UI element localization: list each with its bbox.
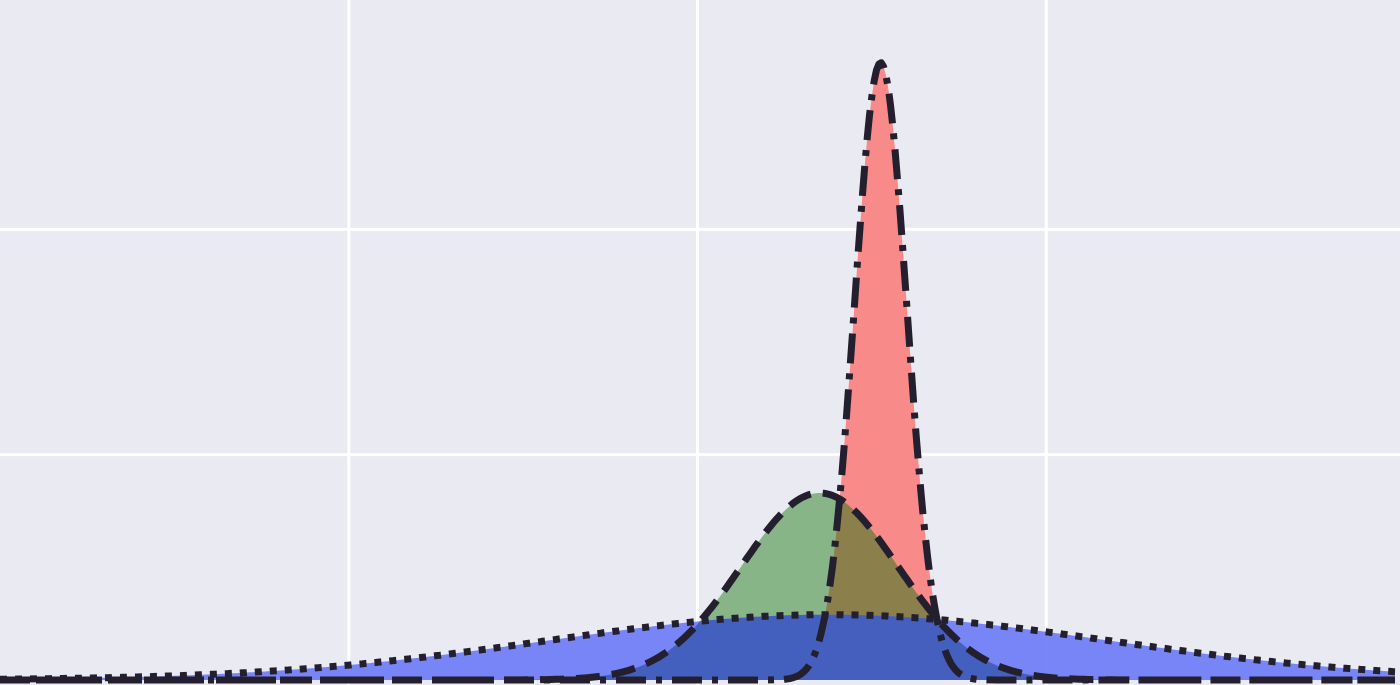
blue-overlap-area (0, 614, 1395, 680)
density-series (0, 59, 1397, 684)
series-1-outline (0, 489, 1397, 684)
